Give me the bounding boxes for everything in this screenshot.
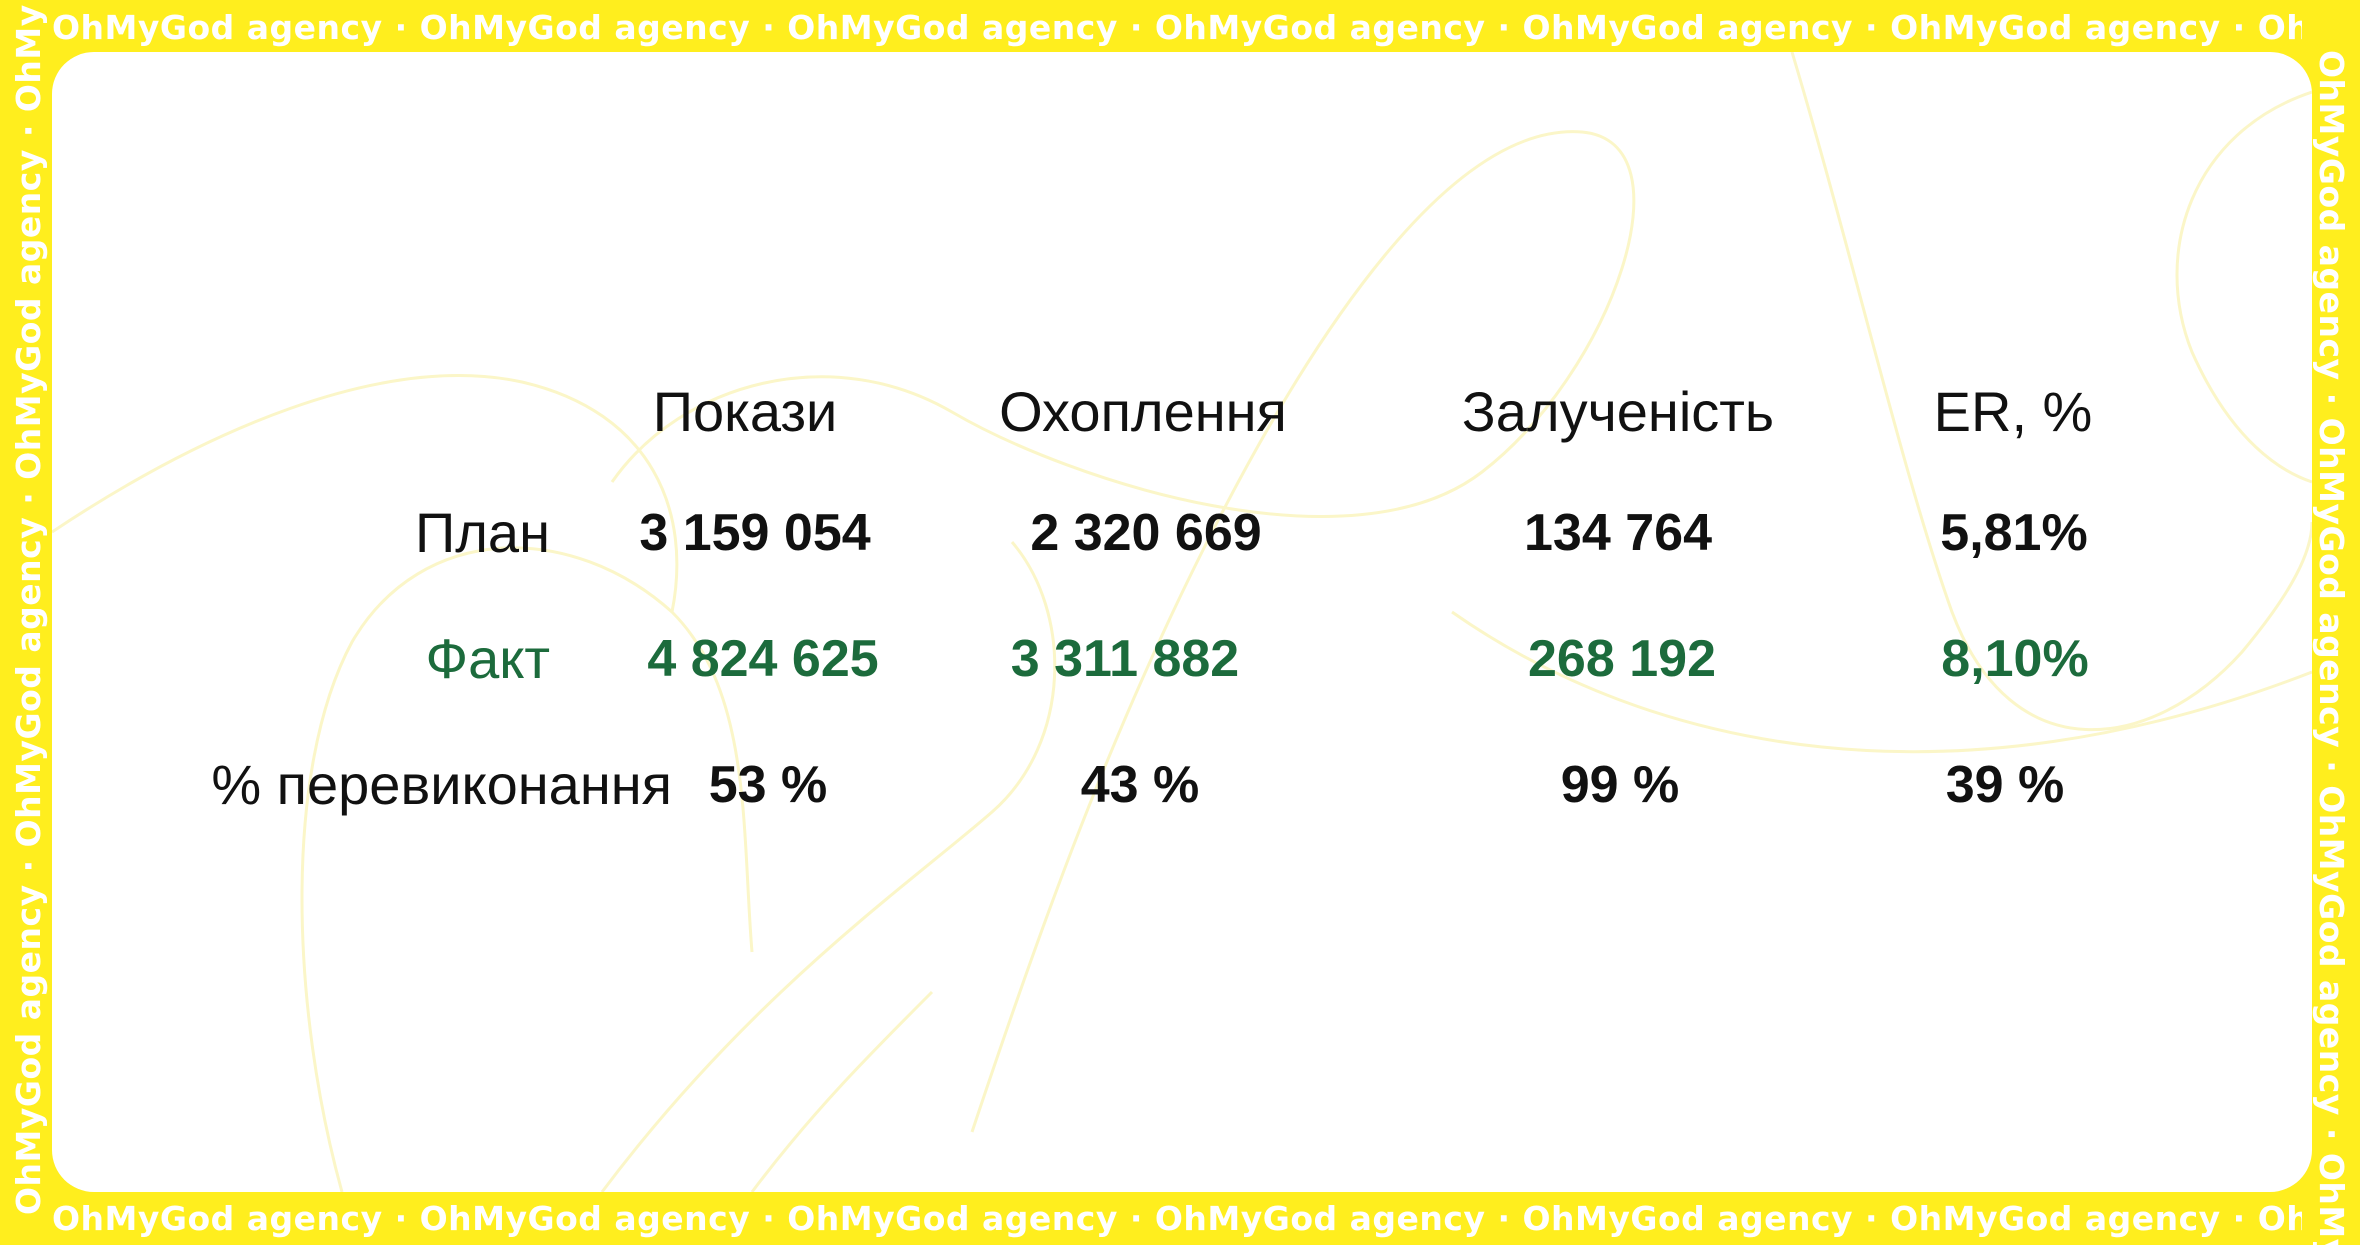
fact-impressions: 4 824 625 [647,630,879,688]
content-card: Покази Охоплення Залученість ER, % План … [52,52,2312,1192]
column-header-engagement: Залученість [1461,380,1775,443]
column-header-reach: Охоплення [999,380,1287,443]
frame-text-left-inner: OhMyGod agency · OhMyGod agency · OhMyGo… [9,4,48,1215]
row-label-fact: Факт [425,627,551,690]
row-label-plan: План [415,501,550,564]
frame-text-top: OhMyGod agency · OhMyGod agency · OhMyGo… [52,8,2302,47]
plan-impressions: 3 159 054 [639,504,871,562]
fact-reach: 3 311 882 [1010,630,1240,688]
row-label-overfulfillment: % перевиконання [211,753,672,816]
frame-text-right-inner: OhMyGod agency · OhMyGod agency · OhMyGo… [2312,50,2351,1245]
over-impressions: 53 % [708,756,828,814]
plan-er: 5,81% [1940,504,2088,562]
column-header-er: ER, % [1933,380,2093,443]
fact-er: 8,10% [1941,630,2089,688]
frame-text-left: OhMyGod agency · OhMyGod agency · OhMyGo… [4,0,54,1245]
fact-engagement: 268 192 [1528,630,1716,688]
over-er: 39 % [1945,756,2065,814]
over-reach: 43 % [1080,756,1200,814]
over-engagement: 99 % [1560,756,1680,814]
plan-reach: 2 320 669 [1030,504,1262,562]
decorative-swirls [52,52,2312,1192]
column-header-impressions: Покази [652,380,838,443]
frame-text-right: OhMyGod agency · OhMyGod agency · OhMyGo… [2306,0,2356,1245]
frame-text-bottom: OhMyGod agency · OhMyGod agency · OhMyGo… [52,1199,2302,1238]
plan-engagement: 134 764 [1524,504,1712,562]
